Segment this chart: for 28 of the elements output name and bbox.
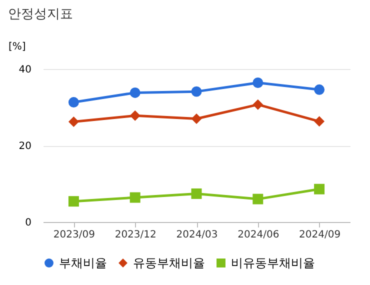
y-tick-label: 0 bbox=[25, 218, 32, 228]
point bbox=[130, 87, 140, 98]
point bbox=[130, 192, 140, 203]
point bbox=[314, 84, 325, 95]
x-tick-label: 2023/09 bbox=[53, 230, 95, 240]
y-tick-label: 40 bbox=[18, 64, 32, 76]
chart-title: 안정성지표 bbox=[8, 7, 73, 22]
y-tick-label: 20 bbox=[18, 141, 32, 152]
point bbox=[252, 99, 264, 110]
x-tick-label: 2024/06 bbox=[238, 230, 280, 240]
point bbox=[191, 188, 202, 199]
point bbox=[191, 86, 202, 97]
point bbox=[68, 116, 79, 128]
legend-label: 부채비율 bbox=[59, 256, 107, 270]
point bbox=[314, 116, 325, 127]
point bbox=[252, 78, 264, 88]
x-tick-label: 2023/12 bbox=[114, 230, 156, 240]
x-tick-label: 2024/09 bbox=[299, 230, 341, 240]
point bbox=[252, 194, 264, 204]
x-tick-label: 2024/03 bbox=[176, 230, 218, 240]
point bbox=[68, 196, 79, 207]
point bbox=[314, 184, 325, 194]
point bbox=[191, 113, 202, 124]
legend-label: 비유동부채비율 bbox=[231, 256, 315, 270]
legend-label: 유동부채비율 bbox=[133, 256, 205, 270]
point bbox=[130, 110, 140, 121]
point bbox=[68, 97, 79, 108]
y-axis-title: [%] bbox=[8, 42, 26, 52]
